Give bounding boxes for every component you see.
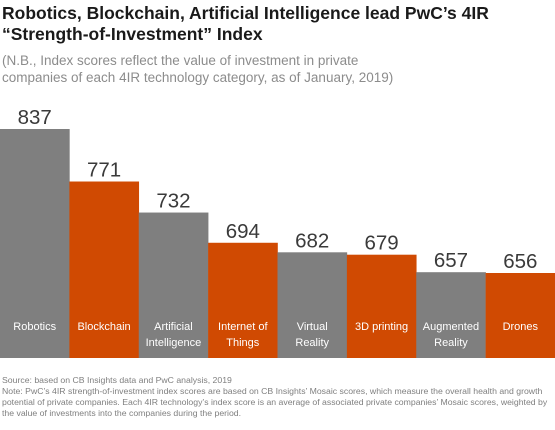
bar-artificial-intelligence bbox=[138, 212, 209, 358]
category-label-blockchain: Blockchain bbox=[77, 321, 130, 333]
category-label-virtual-reality: Virtual Reality bbox=[295, 321, 329, 349]
title-line-1: Robotics, Blockchain, Artificial Intelli… bbox=[2, 3, 489, 23]
methodology-note: Note: PwC’s 4IR strength-of-investment i… bbox=[2, 386, 548, 418]
source-note: Source: based on CB Insights data and Pw… bbox=[2, 375, 232, 385]
chart-subtitle: (N.B., Index scores reflect the value of… bbox=[2, 52, 552, 86]
title-line-2: “Strength-of-Investment” Index bbox=[2, 24, 263, 44]
value-label-3d-printing: 679 bbox=[364, 232, 398, 255]
bar-virtual-reality bbox=[277, 252, 348, 358]
value-label-artificial-intelligence: 732 bbox=[156, 190, 190, 213]
subtitle-line-1: (N.B., Index scores reflect the value of… bbox=[2, 53, 359, 68]
category-label-internet-of-things: Internet of Things bbox=[218, 321, 268, 349]
value-label-virtual-reality: 682 bbox=[295, 229, 329, 252]
category-label-artificial-intelligence: Artificial Intelligence bbox=[146, 321, 202, 349]
bar-augmented-reality bbox=[416, 272, 486, 358]
subtitle-line-2: companies of each 4IR technology categor… bbox=[2, 70, 394, 85]
category-label-drones: Drones bbox=[503, 321, 539, 333]
category-label-robotics: Robotics bbox=[13, 321, 56, 333]
value-label-drones: 656 bbox=[503, 250, 537, 273]
chart-title: Robotics, Blockchain, Artificial Intelli… bbox=[2, 3, 552, 45]
value-label-internet-of-things: 694 bbox=[226, 220, 260, 243]
bar-blockchain bbox=[69, 181, 140, 358]
value-label-augmented-reality: 657 bbox=[434, 249, 468, 272]
chart-notes: Source: based on CB Insights data and Pw… bbox=[2, 375, 554, 419]
value-label-blockchain: 771 bbox=[87, 159, 121, 182]
bar-internet-of-things bbox=[208, 242, 278, 358]
category-label-augmented-reality: Augmented Reality bbox=[423, 321, 479, 349]
bar-chart: 837 Robotics 771 Blockchain 732 Artificial Int… bbox=[0, 106, 555, 358]
category-label-3d-printing: 3D printing bbox=[355, 321, 408, 333]
bar-drones bbox=[485, 273, 555, 358]
value-label-robotics: 837 bbox=[18, 106, 52, 129]
bar-3d-printing bbox=[346, 254, 417, 358]
bar-robotics bbox=[0, 129, 70, 358]
